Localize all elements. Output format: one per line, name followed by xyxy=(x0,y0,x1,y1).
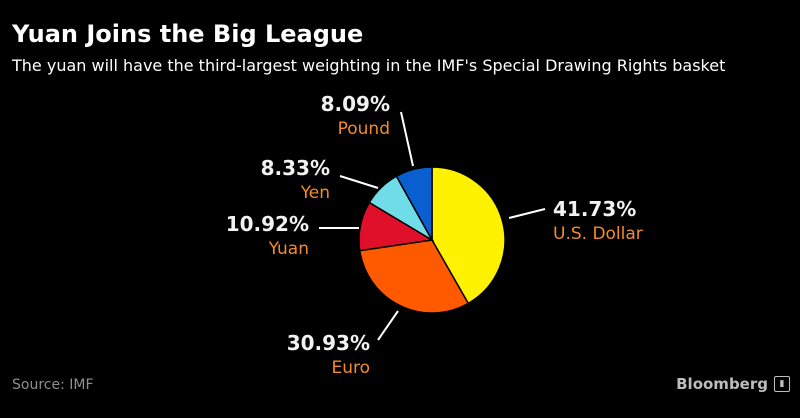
slice-label-dollar: U.S. Dollar xyxy=(553,224,643,244)
slice-value-dollar: 41.73% xyxy=(553,197,636,221)
leader-line-dollar xyxy=(508,208,546,219)
brand-logo: Bloomberg ▮ xyxy=(676,375,790,393)
leader-line-pound xyxy=(400,111,414,167)
slice-value-euro: 30.93% xyxy=(287,331,370,355)
leader-line-yen xyxy=(339,175,379,189)
slice-value-yen: 8.33% xyxy=(261,156,330,180)
brand-name: Bloomberg xyxy=(676,375,768,393)
pie-slices xyxy=(358,166,506,314)
slice-value-yuan: 10.92% xyxy=(226,212,309,236)
chart-title: Yuan Joins the Big League xyxy=(12,20,364,48)
pie-slice-u-s-dollar xyxy=(431,166,506,305)
bar-chart-icon: ▮ xyxy=(774,376,790,392)
slice-value-pound: 8.09% xyxy=(321,92,390,116)
source-note: Source: IMF xyxy=(12,377,94,393)
pie-slice-pound xyxy=(395,166,433,243)
slice-label-yuan: Yuan xyxy=(268,239,309,259)
leader-line-euro xyxy=(377,310,399,341)
slice-label-pound: Pound xyxy=(338,119,390,139)
chart-subtitle: The yuan will have the third-largest wei… xyxy=(12,56,726,75)
pie-slice-euro xyxy=(358,239,470,314)
slice-label-euro: Euro xyxy=(331,358,370,378)
slice-label-yen: Yen xyxy=(300,183,330,203)
